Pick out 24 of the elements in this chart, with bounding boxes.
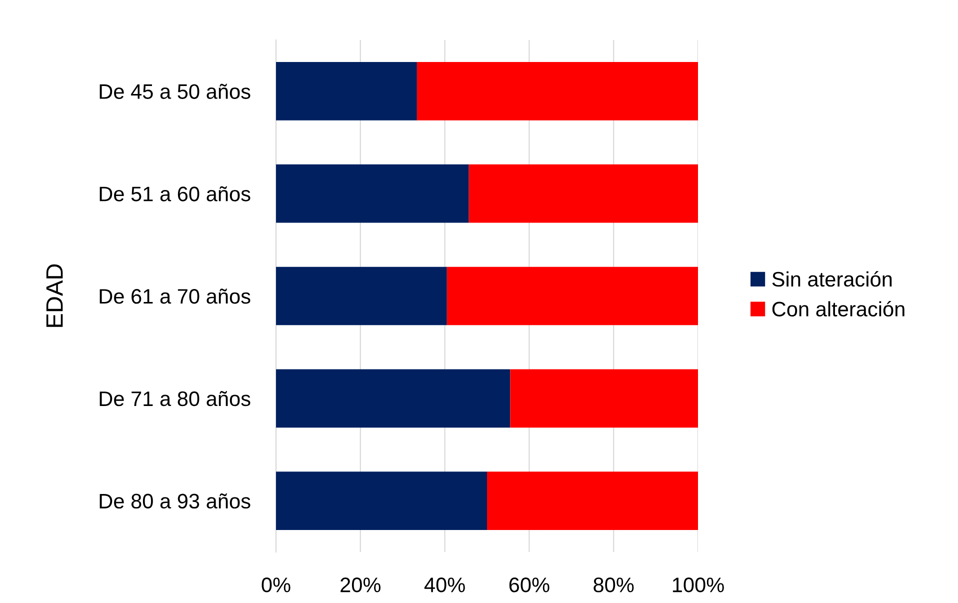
bar: [276, 164, 469, 223]
bar: [468, 164, 698, 223]
bar: [276, 369, 510, 428]
legend-label: Sin ateración: [772, 271, 892, 287]
bar: [276, 266, 447, 326]
legend-label: Con alteración: [772, 300, 904, 317]
bar: [510, 369, 698, 428]
bar: [446, 266, 698, 326]
y-tick-label: De 71 a 80 años: [100, 391, 250, 406]
x-tick-label: 20%: [340, 578, 381, 592]
x-tick-label: 100%: [672, 578, 724, 592]
bar: [487, 472, 698, 530]
x-tick-label: 80%: [594, 578, 634, 592]
y-tick-label: De 61 a 70 años: [100, 288, 250, 304]
bar: [416, 62, 698, 120]
x-tick-label: 60%: [509, 578, 550, 592]
bar: [276, 62, 417, 120]
x-tick-label: 0%: [262, 578, 290, 592]
y-tick-label: De 45 a 50 años: [100, 84, 250, 99]
y-tick-label: De 51 a 60 años: [100, 186, 250, 202]
y-axis-title: EDAD: [46, 264, 63, 327]
y-tick-label: De 80 a 93 años: [100, 493, 250, 509]
x-tick-label: 40%: [424, 578, 465, 592]
bar: [276, 472, 487, 530]
